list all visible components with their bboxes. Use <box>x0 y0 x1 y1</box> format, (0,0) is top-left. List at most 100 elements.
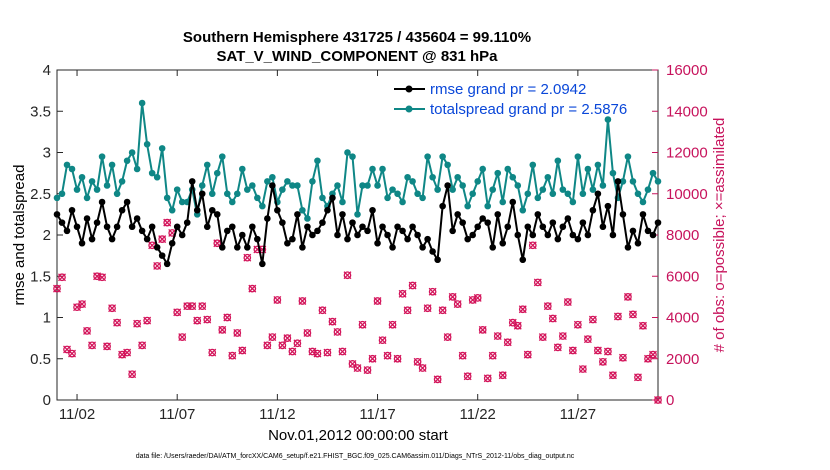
totalspread-point <box>544 173 552 181</box>
obs-point <box>583 335 592 344</box>
obs-assimilated-marker <box>513 321 522 330</box>
totalspread-point <box>569 198 577 206</box>
totalspread-point <box>364 182 371 189</box>
y-tick-label-left: 2.5 <box>30 186 51 203</box>
totalspread-point <box>479 165 487 173</box>
rmse-point <box>474 223 482 231</box>
rmse-point <box>389 244 396 251</box>
obs-point <box>383 351 392 360</box>
totalspread-point <box>223 190 231 198</box>
obs-assimilated-marker <box>288 347 297 356</box>
rmse-point <box>379 223 386 231</box>
obs-possible-marker <box>624 293 632 301</box>
obs-assimilated-marker <box>373 297 382 305</box>
totalspread-point <box>68 165 76 173</box>
totalspread-point <box>203 161 211 169</box>
totalspread-point <box>394 190 401 198</box>
totalspread-point <box>599 182 607 189</box>
rmse-point <box>254 235 261 243</box>
totalspread-point <box>459 182 466 189</box>
obs-possible-marker <box>83 327 91 335</box>
obs-possible-marker <box>423 304 432 313</box>
obs-possible-marker <box>368 354 377 363</box>
obs-point <box>438 306 447 315</box>
obs-assimilated-marker <box>188 302 197 311</box>
obs-point <box>628 310 637 319</box>
obs-point <box>473 293 482 302</box>
rmse-point <box>539 223 547 231</box>
obs-possible-marker <box>353 364 362 372</box>
y-tick-label-left: 3.5 <box>30 103 51 120</box>
obs-possible-marker <box>343 271 352 280</box>
rmse-point <box>349 219 356 226</box>
obs-assimilated-marker <box>413 357 422 366</box>
obs-possible-marker <box>173 308 182 317</box>
obs-possible-marker <box>438 306 447 315</box>
obs-possible-marker <box>328 317 337 326</box>
rmse-point <box>419 244 426 251</box>
obs-point <box>343 271 352 280</box>
rmse-point <box>309 231 316 239</box>
totalspread-point <box>339 198 346 206</box>
totalspread-point <box>409 178 416 185</box>
obs-assimilated-marker <box>268 333 277 342</box>
obs-assimilated-marker <box>53 284 61 293</box>
obs-assimilated-marker <box>263 341 272 350</box>
rmse-point <box>98 198 106 206</box>
obs-assimilated-marker <box>618 353 627 362</box>
obs-assimilated-marker <box>593 346 602 355</box>
totalspread-point <box>549 190 557 198</box>
obs-point <box>443 333 452 342</box>
obs-assimilated-marker <box>433 375 442 384</box>
obs-point <box>233 329 242 337</box>
obs-assimilated-marker <box>233 329 242 337</box>
rmse-point <box>294 211 301 218</box>
totalspread-point <box>464 202 471 210</box>
rmse-point <box>459 219 466 226</box>
obs-assimilated-marker <box>463 372 472 381</box>
obs-assimilated-marker <box>108 304 117 313</box>
totalspread-point <box>454 173 461 181</box>
obs-assimilated-marker <box>78 300 87 309</box>
rmse-point <box>329 194 336 202</box>
totalspread-point <box>579 190 587 198</box>
obs-point <box>573 320 582 329</box>
rmse-point <box>444 182 451 189</box>
totalspread-point <box>123 157 131 165</box>
rmse-point <box>178 231 186 239</box>
totalspread-point <box>414 190 421 198</box>
obs-point <box>553 343 562 352</box>
obs-point <box>163 218 172 227</box>
totalspread-point <box>249 182 256 189</box>
rmse-point <box>489 244 497 251</box>
obs-possible-marker <box>198 302 207 311</box>
obs-possible-marker <box>393 354 402 363</box>
totalspread-point <box>449 186 456 193</box>
rmse-point <box>88 235 96 243</box>
legend-marker <box>405 85 413 93</box>
totalspread-point <box>58 190 66 198</box>
totalspread-point <box>143 140 151 148</box>
totalspread-point <box>158 145 166 152</box>
obs-possible-marker <box>473 294 482 302</box>
rmse-point <box>409 223 416 231</box>
obs-assimilated-marker <box>598 357 607 366</box>
totalspread-point <box>299 206 306 214</box>
rmse-point <box>83 215 91 222</box>
obs-assimilated-marker <box>113 318 122 327</box>
totalspread-point <box>584 165 592 173</box>
obs-possible-marker <box>523 350 532 359</box>
rmse-point <box>239 231 246 239</box>
obs-point <box>578 365 587 374</box>
obs-possible-marker <box>273 296 282 304</box>
totalspread-point <box>419 194 426 202</box>
obs-point <box>623 292 632 301</box>
obs-possible-marker <box>158 235 167 243</box>
rmse-point <box>654 219 662 226</box>
obs-assimilated-marker <box>503 338 512 347</box>
rmse-point <box>344 235 351 243</box>
obs-possible-marker <box>53 284 61 293</box>
obs-assimilated-marker <box>68 349 76 358</box>
totalspread-point <box>118 178 126 185</box>
obs-assimilated-marker <box>278 341 287 350</box>
